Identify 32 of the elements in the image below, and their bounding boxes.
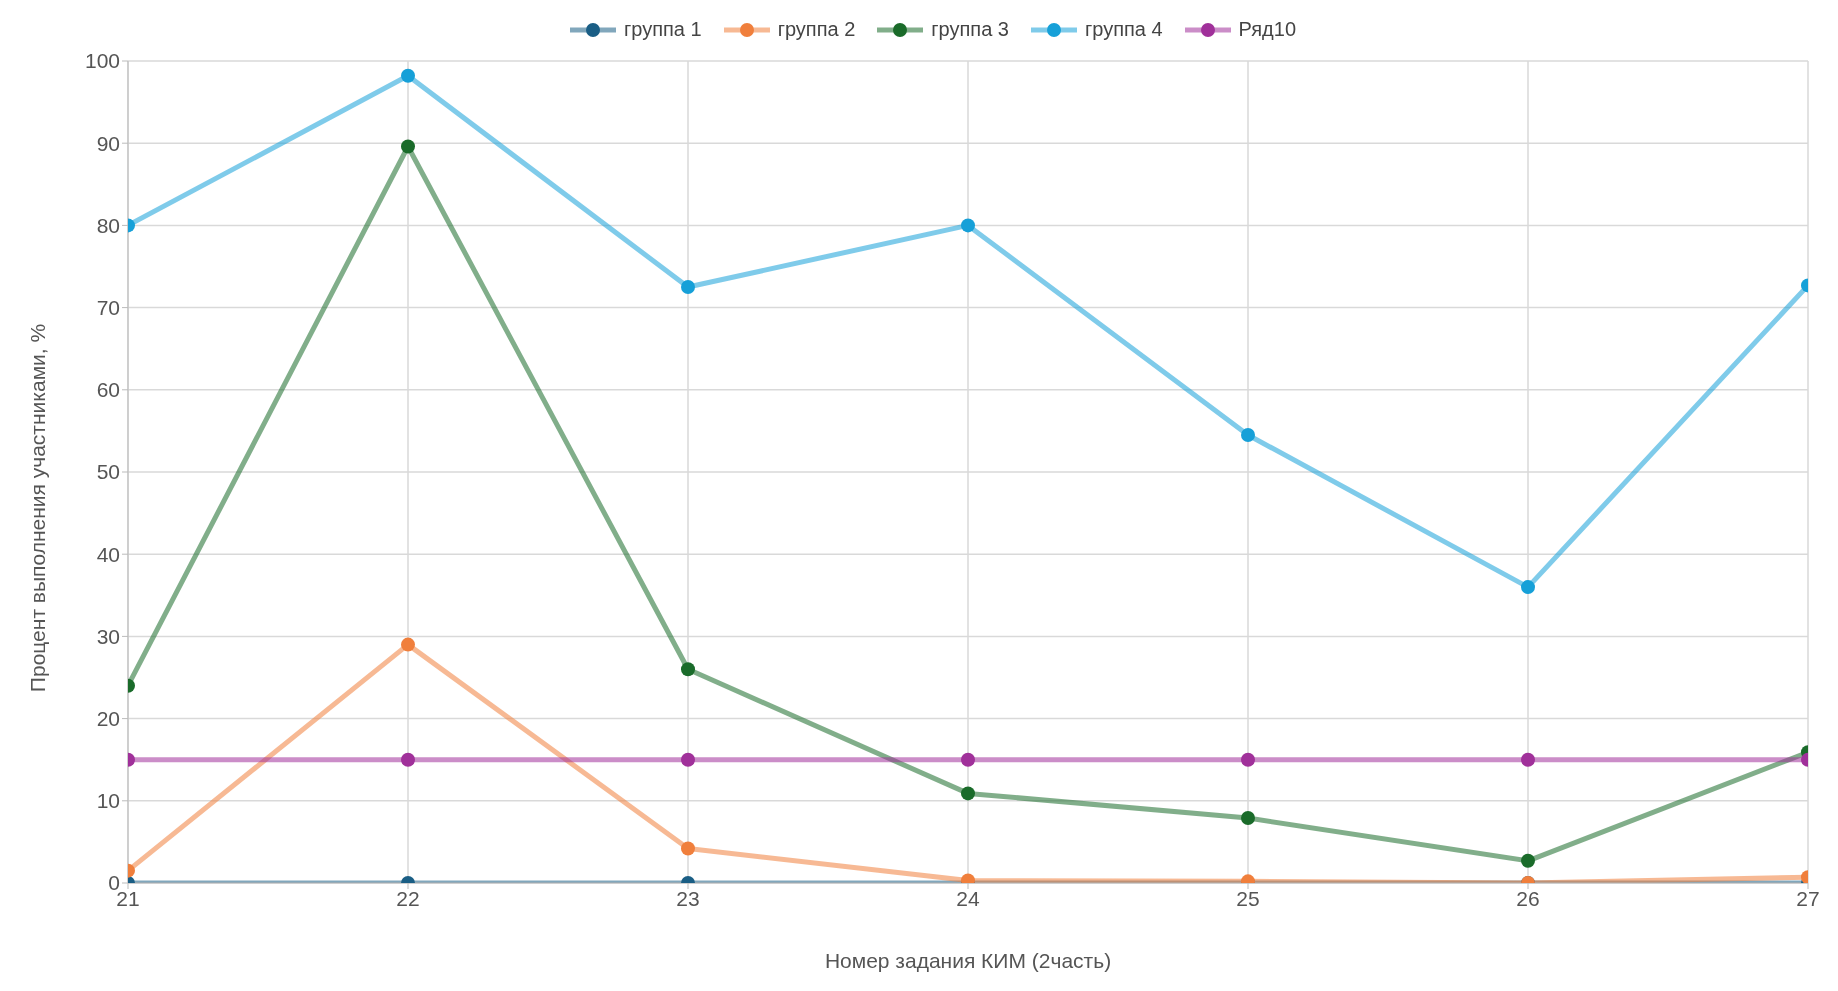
y-tick-label: 50 bbox=[96, 460, 120, 484]
y-tick-label: 10 bbox=[96, 789, 120, 813]
y-tick-label: 30 bbox=[96, 624, 120, 648]
x-tick-label: 26 bbox=[1516, 886, 1540, 910]
legend-label: группа 4 bbox=[1084, 18, 1163, 41]
y-axis-title: Процент выполнения участниками, % bbox=[26, 323, 50, 693]
legend-label: группа 1 bbox=[623, 18, 702, 41]
point bbox=[1241, 428, 1255, 443]
x-tick-label: 22 bbox=[396, 886, 420, 910]
point bbox=[961, 786, 975, 801]
y-tick-label: 70 bbox=[96, 296, 120, 320]
point bbox=[681, 280, 695, 295]
x-tick-label: 23 bbox=[676, 886, 700, 910]
point bbox=[681, 752, 695, 767]
legend-label: группа 3 bbox=[931, 18, 1009, 41]
x-tick-label: 25 bbox=[1236, 886, 1260, 910]
y-tick-label: 100 bbox=[84, 49, 120, 73]
point bbox=[681, 662, 695, 677]
x-tick-label: 27 bbox=[1796, 886, 1820, 910]
point bbox=[961, 218, 975, 233]
x-axis-title: Номер задания КИМ (2часть) bbox=[823, 949, 1113, 973]
y-tick-label: 20 bbox=[96, 707, 120, 731]
y-tick-label: 60 bbox=[96, 378, 120, 402]
y-tick-label: 80 bbox=[96, 213, 120, 237]
y-tick-label: 40 bbox=[96, 542, 120, 566]
point bbox=[961, 752, 975, 767]
x-tick-label: 24 bbox=[956, 886, 980, 910]
point bbox=[1241, 811, 1255, 826]
legend-label: группа 2 bbox=[777, 18, 856, 41]
legend-label: Ряд10 bbox=[1238, 18, 1297, 41]
y-tick-label: 90 bbox=[96, 131, 120, 155]
point bbox=[1241, 752, 1255, 767]
